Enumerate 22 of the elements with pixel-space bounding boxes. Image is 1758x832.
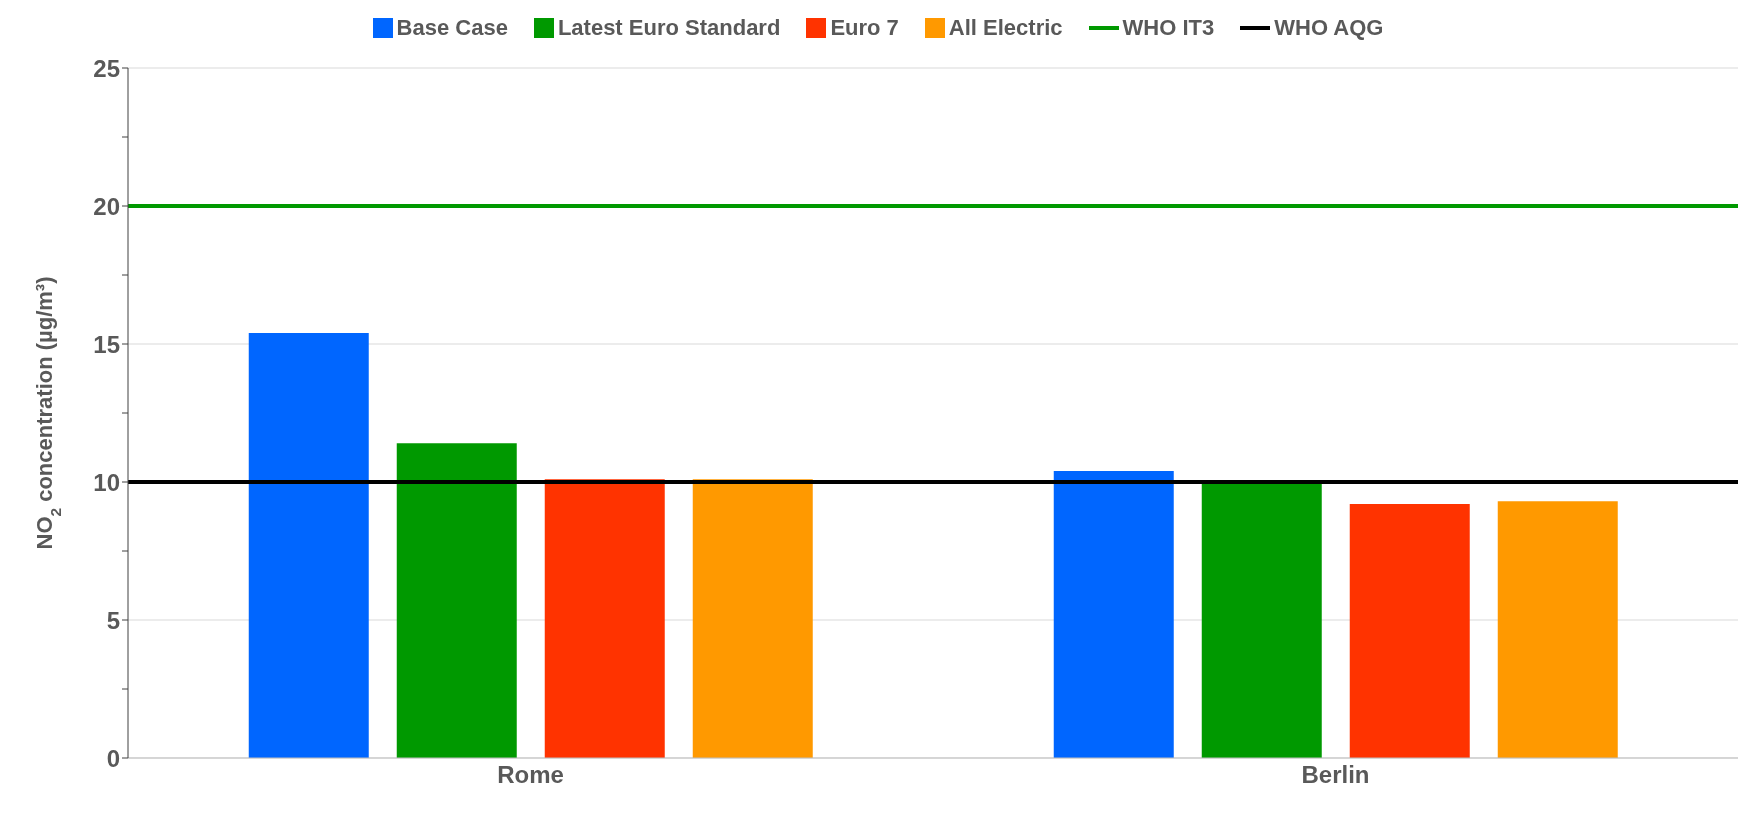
y-tick-label: 10 (93, 468, 120, 496)
x-tick-label: Rome (497, 761, 564, 789)
legend-label: WHO IT3 (1121, 15, 1215, 41)
y-tick-label: 5 (106, 606, 120, 634)
legend-label: All Electric (947, 15, 1063, 41)
legend-label: WHO AQG (1273, 15, 1384, 41)
bar (544, 479, 665, 758)
legend-label: Base Case (395, 15, 508, 41)
bar (1349, 504, 1470, 758)
bar (1201, 482, 1322, 758)
bar (1497, 501, 1618, 758)
bar (396, 443, 517, 758)
y-tick-label: 0 (106, 744, 120, 772)
y-tick-label: 20 (93, 192, 120, 220)
bar (1053, 470, 1174, 758)
y-tick-label: 15 (93, 330, 120, 358)
y-tick-label: 25 (93, 54, 120, 82)
x-tick-label: Berlin (1301, 761, 1370, 789)
legend-label: Latest Euro Standard (556, 15, 781, 41)
bar (692, 479, 813, 758)
bar (248, 332, 369, 758)
legend-label: Euro 7 (829, 15, 899, 41)
